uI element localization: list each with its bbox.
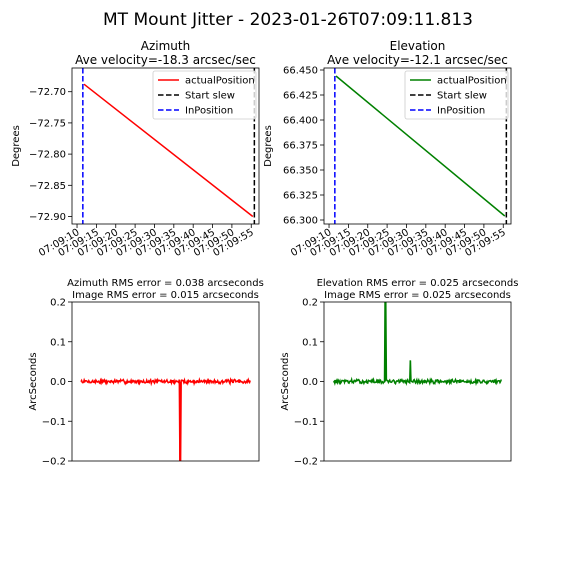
y-tick-label: 66.400	[283, 116, 318, 127]
axes-frame	[71, 301, 260, 462]
y-tick-label: −72.75	[29, 118, 66, 129]
legend-label: actualPosition	[185, 76, 255, 87]
chart-title: Azimuth	[141, 39, 190, 53]
chart-title: Azimuth RMS error = 0.038 arcseconds	[67, 278, 264, 289]
y-tick-label: 0.0	[302, 377, 318, 388]
y-axis-label: Degrees	[263, 125, 274, 167]
chart-subtitle: Image RMS error = 0.025 arcseconds	[324, 290, 511, 301]
y-tick-label: −72.85	[29, 181, 66, 192]
legend-label: actualPosition	[437, 76, 507, 87]
y-tick-label: 66.425	[283, 91, 318, 102]
y-tick-label: −0.2	[294, 457, 318, 468]
axes-frame	[71, 67, 260, 225]
legend: actualPosition Start slew InPosition	[404, 70, 509, 120]
figure-title: MT Mount Jitter - 2023-01-26T07:09:11.81…	[103, 10, 473, 30]
legend-label: InPosition	[437, 106, 485, 117]
chart-title: Elevation RMS error = 0.025 arcseconds	[317, 278, 519, 289]
y-tick-label: 0.1	[50, 337, 66, 348]
chart-subtitle: Image RMS error = 0.015 arcseconds	[72, 290, 259, 301]
azimuth-error-panel: Azimuth RMS error = 0.038 arcsecondsImag…	[28, 278, 264, 468]
y-axis-label: ArcSeconds	[28, 352, 39, 410]
y-tick-label: −72.90	[29, 212, 66, 223]
y-tick-label: 0.2	[50, 298, 66, 309]
y-tick-label: 0.2	[302, 298, 318, 309]
y-tick-label: 0.1	[302, 337, 318, 348]
y-tick-label: −72.80	[29, 150, 66, 161]
legend-box	[404, 70, 509, 120]
actual-position-line	[83, 83, 254, 218]
actual-position-line	[335, 75, 506, 217]
y-tick-label: 66.350	[283, 166, 318, 177]
chart-title: Elevation	[390, 39, 446, 53]
legend-box	[152, 70, 257, 120]
chart-subtitle: Ave velocity=-12.1 arcsec/sec	[327, 53, 508, 67]
axes-frame	[323, 301, 512, 462]
y-axis-label: ArcSeconds	[280, 352, 291, 410]
y-tick-label: 66.300	[283, 216, 318, 227]
error-trace	[80, 376, 251, 461]
legend: actualPosition Start slew InPosition	[152, 70, 257, 120]
elevation-error-panel: Elevation RMS error = 0.025 arcsecondsIm…	[280, 278, 518, 468]
axes-frame	[323, 67, 512, 225]
y-tick-label: −0.1	[42, 417, 66, 428]
plot-area	[332, 302, 503, 387]
legend-label: InPosition	[185, 106, 233, 117]
y-tick-label: 0.0	[50, 377, 66, 388]
plot-area	[80, 376, 251, 461]
error-trace	[332, 302, 503, 387]
legend-label: Start slew	[185, 91, 235, 102]
y-tick-label: −0.2	[42, 457, 66, 468]
y-tick-label: −72.70	[29, 87, 66, 98]
y-axis-label: Degrees	[11, 125, 22, 167]
y-tick-label: −0.1	[294, 417, 318, 428]
chart-subtitle: Ave velocity=-18.3 arcsec/sec	[75, 53, 256, 67]
y-tick-label: 66.325	[283, 191, 318, 202]
legend-label: Start slew	[437, 91, 487, 102]
y-tick-label: 66.450	[283, 66, 318, 77]
y-tick-label: 66.375	[283, 141, 318, 152]
